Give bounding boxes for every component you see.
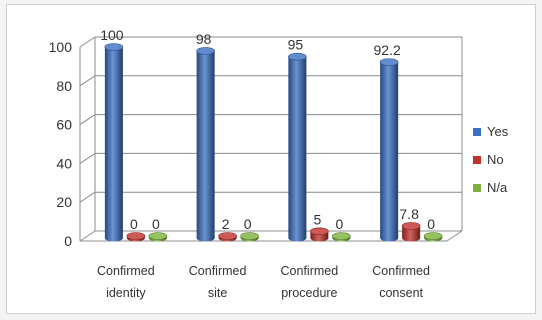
bar-yes-1 [197, 51, 215, 242]
x-tick-label: Confirmed identity [97, 264, 155, 300]
y-tick-label: 0 [64, 233, 72, 249]
data-label: 92.2 [374, 42, 401, 58]
data-label: 100 [100, 27, 124, 43]
bar-top-2-2 [332, 233, 350, 240]
bar-top-1-1 [219, 233, 237, 240]
legend-swatch-yes [473, 128, 481, 136]
bar-top-2-1 [241, 233, 259, 240]
y-tick-label: 60 [56, 117, 72, 133]
data-label: 7.8 [399, 206, 419, 222]
bar-top-0-0 [105, 44, 123, 51]
y-tick-label: 80 [56, 78, 72, 94]
bar-top-1-0 [127, 233, 145, 240]
gridline-side [80, 76, 95, 86]
bar-yes-0 [105, 47, 123, 242]
legend-label: No [487, 152, 504, 167]
gridline-side [80, 153, 95, 163]
data-label: 0 [130, 216, 138, 232]
legend-swatch-no [473, 156, 481, 164]
chart-frame: 0 20 40 60 80 100 Confirmed identity Confirmed si… [6, 4, 536, 314]
data-label: 5 [313, 211, 321, 227]
y-tick-label: 40 [56, 155, 72, 171]
bar-top-1-2 [310, 228, 328, 235]
gridline-side [80, 115, 95, 125]
gridline-side [80, 192, 95, 202]
bar-top-0-1 [197, 47, 215, 54]
bar-top-1-3 [402, 222, 420, 229]
legend: Yes No N/a [473, 124, 509, 195]
x-tick-label: Confirmed site [189, 264, 247, 300]
legend-label: N/a [487, 180, 508, 195]
data-label: 2 [222, 216, 230, 232]
bar-top-0-3 [380, 59, 398, 66]
x-tick-label: Confirmed consent [372, 264, 430, 300]
y-tick-label: 20 [56, 194, 72, 210]
bar-top-2-3 [424, 233, 442, 240]
bar-yes-2 [288, 57, 306, 242]
gridline-side [80, 37, 95, 47]
data-label: 0 [427, 216, 435, 232]
bar-yes-3 [380, 62, 398, 241]
data-label: 0 [244, 216, 252, 232]
y-tick-label: 100 [49, 39, 73, 55]
legend-swatch-na [473, 184, 481, 192]
bars [105, 44, 442, 242]
data-label: 0 [335, 216, 343, 232]
data-label: 0 [152, 216, 160, 232]
bar-top-0-2 [288, 53, 306, 60]
floor-right-edge [447, 231, 462, 241]
gridline-side [80, 231, 95, 241]
x-tick-label: Confirmed procedure [281, 264, 339, 300]
data-label: 98 [196, 31, 212, 47]
bar-top-2-0 [149, 233, 167, 240]
data-label: 95 [288, 37, 304, 53]
legend-label: Yes [487, 124, 509, 139]
